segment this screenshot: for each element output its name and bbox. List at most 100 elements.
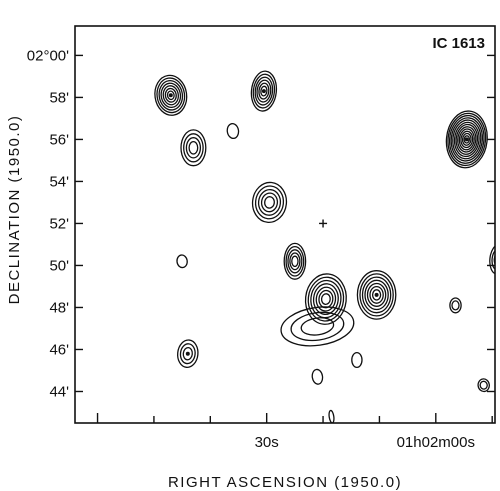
contour-level [328,409,335,423]
contour-level [283,242,307,280]
source-12 [351,351,363,369]
contour-level [449,297,462,314]
y-tick-label: 54' [49,173,69,190]
contour-level [260,85,268,97]
contour-level [371,289,382,301]
source-11 [177,339,199,369]
contour-level [254,76,274,106]
contour-level [226,122,240,140]
contour-level [177,339,199,369]
contour-level [158,80,184,111]
contour-level [361,276,392,314]
source-10 [280,306,355,347]
contour-level [280,306,355,347]
y-tick-label: 46' [49,341,69,358]
contour-level [257,188,282,216]
contour-level [256,79,272,103]
contour-level [264,196,275,209]
label-layer: 02°00' 58' 56' 54' 52' 50' 48' 46' 44' 30s 01h02m0… [6,35,485,491]
contour-level [477,378,490,393]
contour-level [489,243,495,275]
contour-level [448,114,485,164]
contour-level [304,273,347,325]
contour-level [252,73,276,109]
peak-dot [464,137,469,142]
contour-level [452,119,482,160]
source-7 [176,254,188,269]
contour-level [290,311,345,342]
tick-layer [75,54,495,423]
contour-level [351,351,363,369]
object-label: IC 1613 [432,35,485,52]
contour-level [179,343,196,365]
contour-level [458,128,475,151]
source-9 [356,270,397,320]
contour-level [166,90,175,101]
peak-dot [374,292,379,297]
contour-level [455,123,479,155]
contour-level [182,346,193,361]
x-axis-title: RIGHT ASCENSION (1950.0) [168,474,402,491]
contour-level [291,255,299,268]
contour-level [183,133,204,163]
y-tick-label: 50' [49,257,69,274]
contour-level [366,282,387,307]
contour-level [450,117,484,162]
peak-dot [168,93,173,98]
contour-level [154,74,188,116]
source-4 [226,122,240,140]
contour-level [254,185,285,220]
contour-level [185,137,202,159]
contour-level [287,249,303,274]
contour-level [176,254,188,269]
peak-dot [185,351,190,356]
contour-level [311,368,324,385]
contour-level [356,270,397,320]
contour-level [461,132,472,146]
source-19 [328,409,335,423]
contour-level [318,289,334,309]
contour-level [463,135,471,144]
source-5 [251,181,288,224]
contour-level [188,140,199,155]
contour-level [251,181,288,224]
contour-level [285,245,305,277]
x-tick-label: 30s [255,434,279,451]
contour-level [315,286,337,312]
contour-level [156,77,186,114]
y-tick-label: 56' [49,131,69,148]
contour-level [162,85,179,106]
contour-level [491,247,495,271]
source-13 [311,368,324,385]
source-15 [449,297,462,314]
contour-level [445,110,488,169]
y-tick-label: 52' [49,215,69,232]
contour-level [364,279,389,311]
x-tick-label: 01h02m00s [397,434,475,451]
contour-level [300,317,335,336]
source-6 [283,242,307,280]
source-16 [477,378,490,393]
y-tick-label: 58' [49,89,69,106]
contour-level [307,276,345,322]
contour-level [164,87,177,103]
y-tick-label: 02°00' [27,47,69,64]
contour-level [453,121,480,158]
contour-level [160,82,182,109]
contour-level [312,283,339,316]
plot-frame [74,25,496,424]
contour-level [180,129,207,167]
y-axis-title: DECLINATION (1950.0) [6,115,23,305]
contour-level [250,70,278,112]
contour-level [479,380,488,390]
contour-level [320,293,331,306]
source-14 [445,110,488,169]
contour-level [447,112,487,167]
marker-layer [319,219,328,228]
contour-layer [154,70,495,423]
contour-level [457,126,477,153]
contour-level [289,252,301,271]
contour-level [460,130,474,149]
contour-level [359,273,394,317]
